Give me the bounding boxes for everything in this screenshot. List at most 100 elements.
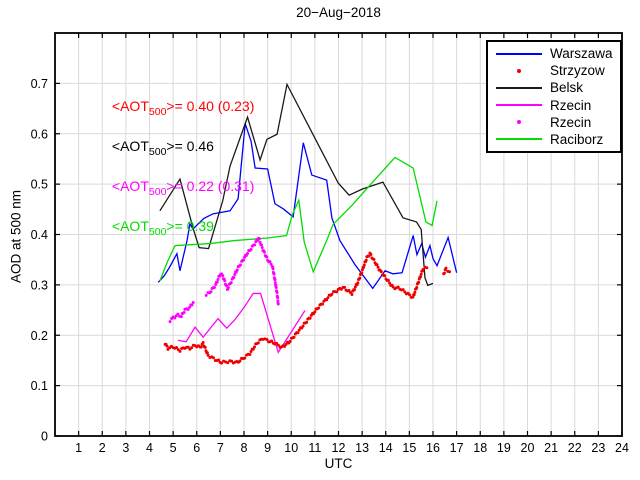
annotation-text: <AOT: [111, 137, 149, 154]
series-strzyzow-dots-dot: [249, 349, 253, 353]
series-rzecin-dots-dot: [226, 286, 230, 290]
series-strzyzow-dots-dot: [199, 345, 203, 349]
series-strzyzow-dots-dot: [352, 288, 356, 292]
x-tick-label: 5: [170, 441, 177, 455]
y-tick-label: 0.1: [31, 379, 48, 393]
series-raciborz-line: [159, 156, 438, 282]
x-tick-label: 14: [379, 441, 393, 455]
series-strzyzow-dots-dot: [203, 345, 207, 349]
annotation-text: >= 0.46: [166, 137, 214, 154]
annotation-text: >= 0.40 (0.23): [166, 98, 255, 115]
series-rzecin-dots-dot: [176, 312, 180, 316]
series-strzyzow-dots-dot: [317, 306, 321, 310]
x-tick-label: 4: [146, 441, 153, 455]
series-strzyzow-dots-dot: [362, 263, 366, 267]
series-strzyzow-dots-dot: [330, 292, 334, 296]
series-strzyzow-dots-dot: [360, 268, 364, 272]
x-tick-label: 10: [284, 441, 298, 455]
series-strzyzow-dots-dot: [292, 335, 296, 339]
series-strzyzow-dots-dot: [335, 290, 339, 294]
series-strzyzow-dots-dot: [419, 272, 423, 276]
annotation-aot-green: <AOT500>= 0.39: [112, 217, 214, 242]
series-strzyzow-dots-dot: [415, 286, 419, 290]
series-strzyzow-dots-dot: [425, 266, 429, 270]
legend-label: Warszawa: [550, 46, 613, 62]
series-rzecin-dots-dot: [233, 273, 237, 277]
series-rzecin-dots-dot: [215, 280, 219, 284]
series-strzyzow-dots-dot: [205, 351, 209, 355]
series-warszawa-line: [157, 123, 458, 290]
series-strzyzow-dots-dot: [360, 271, 364, 275]
series-rzecin-dots-dot: [253, 243, 257, 247]
series-rzecin-dots-dot: [238, 263, 242, 267]
axes-box: [54, 32, 623, 437]
series-strzyzow-dots-dot: [372, 257, 376, 261]
series-strzyzow-dots-dot: [412, 293, 416, 297]
series-strzyzow-dots-dot: [217, 358, 221, 362]
y-tick-label: 0.6: [31, 127, 48, 141]
x-tick-label: 21: [544, 441, 558, 455]
y-tick-label: 0.4: [31, 228, 48, 242]
legend-item-strzyzow: Strzyzow: [488, 63, 620, 79]
series-strzyzow-dots-dot: [248, 352, 252, 356]
x-tick-label: 18: [473, 441, 487, 455]
series-rzecin-dots-dot: [276, 296, 280, 300]
series-strzyzow-dots-dot: [342, 285, 346, 289]
series-strzyzow-dots-dot: [375, 263, 379, 267]
x-axis-label: UTC: [324, 456, 353, 471]
series-strzyzow-dots-dot: [211, 356, 215, 360]
series-strzyzow-dots-dot: [442, 271, 446, 275]
series-strzyzow-dots-dot: [288, 339, 292, 343]
series-strzyzow-dots-dot: [321, 302, 325, 306]
x-tick-label: 1: [75, 441, 82, 455]
series-strzyzow-dots-dot: [448, 270, 452, 274]
series-rzecin-dots-dot: [179, 315, 183, 319]
series-strzyzow-dots-dot: [417, 280, 421, 284]
series-rzecin-dots-dot: [204, 293, 208, 297]
x-tick-label: 17: [450, 441, 464, 455]
x-tick-label: 16: [426, 441, 440, 455]
series-rzecin-dots-dot: [190, 303, 194, 307]
legend-item-rzecin-line: Rzecin: [488, 97, 620, 113]
x-tick-label: 24: [615, 441, 629, 455]
series-strzyzow-dots-dot: [175, 346, 179, 350]
legend-dot-sample: [517, 68, 521, 73]
series-strzyzow-dots-dot: [238, 359, 242, 363]
series-strzyzow-dots-dot: [367, 254, 371, 258]
x-tick-label: 20: [521, 441, 535, 455]
x-tick-label: 3: [122, 441, 129, 455]
series-strzyzow-dots-dot: [358, 276, 362, 280]
series-strzyzow-dots-dot: [270, 339, 274, 343]
series-strzyzow-dots-dot: [220, 361, 224, 365]
annotation-subscript: 500: [148, 145, 167, 158]
series-strzyzow-dots-dot: [364, 258, 368, 262]
series-strzyzow-dots-dot: [206, 353, 210, 357]
series-rzecin-dots-dot: [275, 291, 279, 295]
legend-line-sample: [496, 86, 542, 89]
series-strzyzow-dots-dot: [284, 342, 288, 346]
series-rzecin-dots-dot: [274, 286, 278, 290]
series-rzecin-dots-dot: [276, 299, 280, 303]
series-strzyzow-dots-dot: [386, 278, 390, 282]
series-strzyzow-dots-dot: [388, 281, 392, 285]
series-belsk-line: [159, 82, 434, 287]
series-rzecin-dots-dot: [262, 250, 266, 254]
series-strzyzow-dots-dot: [356, 281, 360, 285]
annotation-aot-magenta: <AOT500>= 0.22 (0.31): [112, 177, 254, 202]
series-rzecin-dots-dot: [260, 246, 264, 250]
x-tick-label: 2: [99, 441, 106, 455]
series-rzecin-dots-dot: [265, 255, 269, 259]
series-strzyzow-dots-dot: [401, 288, 405, 292]
series-rzecin-dots-dot: [257, 237, 261, 241]
x-tick-label: 9: [264, 441, 271, 455]
series-strzyzow-dots-dot: [421, 267, 425, 271]
series-strzyzow-dots-dot: [369, 253, 373, 257]
series-strzyzow-dots-dot: [265, 337, 269, 341]
series-rzecin-dots-dot: [212, 285, 216, 289]
series-rzecin-dots-dot: [221, 274, 225, 278]
series-rzecin-dots-dot: [191, 301, 195, 305]
legend-label: Belsk: [550, 80, 584, 96]
series-strzyzow-dots-dot: [444, 266, 448, 270]
